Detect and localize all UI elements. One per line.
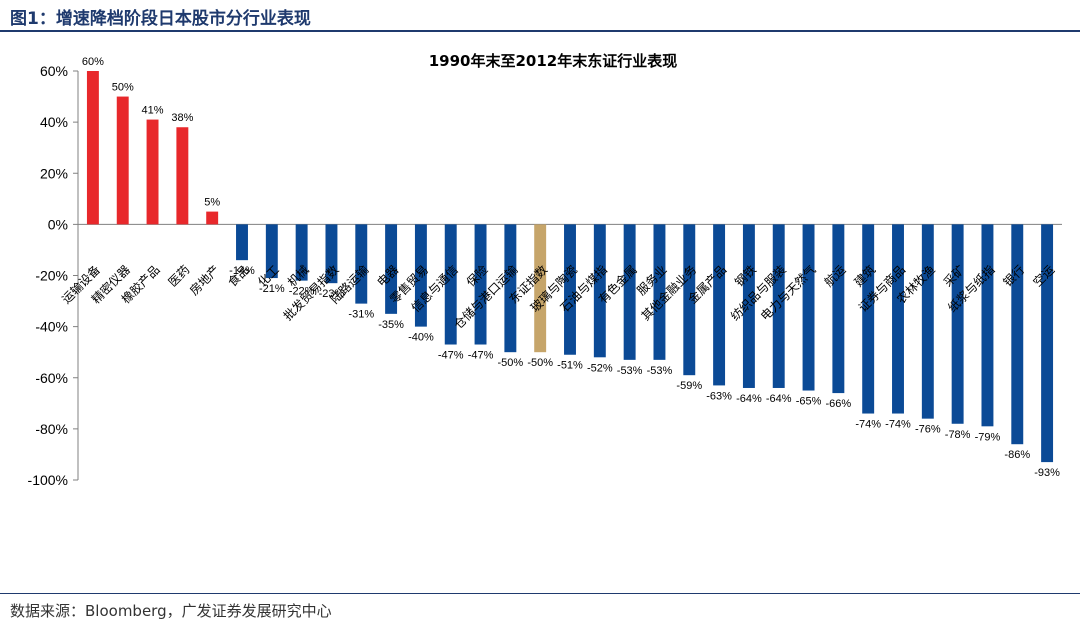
data-label: -86%	[1004, 449, 1030, 461]
bar	[593, 224, 606, 358]
data-label: -66%	[826, 398, 852, 410]
bar	[116, 96, 129, 225]
data-label: -14%	[229, 265, 255, 277]
data-label: -31%	[348, 309, 374, 321]
data-label: -51%	[557, 360, 583, 372]
title-rule	[0, 30, 1080, 32]
bar	[951, 224, 964, 424]
source-rule	[0, 593, 1080, 594]
bar	[1011, 224, 1024, 445]
data-label: -65%	[796, 396, 822, 408]
bar	[86, 71, 99, 225]
y-tick-label: -60%	[35, 370, 68, 386]
bar	[742, 224, 755, 388]
bar	[504, 224, 517, 353]
data-label: -35%	[378, 319, 404, 331]
bar	[236, 224, 248, 261]
data-label: -53%	[617, 365, 643, 377]
y-tick-label: 20%	[40, 165, 68, 181]
figure-title: 图1：增速降档阶段日本股市分行业表现	[10, 9, 311, 29]
bar	[355, 224, 368, 304]
bar	[713, 224, 726, 386]
bar	[176, 127, 189, 225]
bar	[623, 224, 636, 360]
bar	[832, 224, 845, 394]
y-tick-label: 60%	[40, 63, 68, 79]
data-label: 38%	[171, 112, 193, 124]
data-label: 50%	[112, 82, 134, 94]
y-tick-label: -100%	[28, 472, 68, 488]
data-label: -64%	[766, 393, 792, 405]
bar	[534, 224, 547, 353]
data-label: -93%	[1034, 467, 1060, 479]
data-label: -74%	[855, 419, 881, 431]
source-note: 数据来源：Bloomberg，广发证券发展研究中心	[10, 602, 332, 620]
data-label: -23%	[319, 288, 345, 300]
bar	[325, 224, 338, 284]
bar	[265, 224, 278, 279]
category-label: 房地产	[186, 262, 222, 298]
bar	[444, 224, 457, 345]
bar	[981, 224, 994, 427]
bar	[862, 224, 875, 414]
data-label: -22%	[289, 286, 315, 298]
data-label: -40%	[408, 332, 434, 344]
data-label: 41%	[142, 105, 164, 117]
data-label: -53%	[647, 365, 673, 377]
data-label: -21%	[259, 283, 285, 295]
data-label: -79%	[975, 431, 1001, 443]
chart-title: 1990年末至2012年末东证行业表现	[429, 52, 678, 70]
y-tick-label: -20%	[35, 268, 68, 284]
bar	[146, 119, 159, 225]
bar	[385, 224, 398, 314]
y-tick-label: 40%	[40, 114, 68, 130]
data-label: -47%	[468, 350, 494, 362]
bar-chart: 1990年末至2012年末东证行业表现 60%40%20%0%-20%-40%-…	[28, 52, 1062, 488]
data-label: -64%	[736, 393, 762, 405]
bar	[772, 224, 785, 388]
category-label: 空运	[1030, 263, 1057, 290]
data-label: -59%	[676, 380, 702, 392]
y-tick-label: 0%	[48, 216, 68, 232]
category-label: 银行	[1001, 263, 1028, 290]
bar	[683, 224, 696, 376]
y-tick-label: -80%	[35, 421, 68, 437]
bar	[921, 224, 934, 419]
bar	[206, 211, 219, 225]
bar	[564, 224, 576, 355]
data-label: -50%	[498, 357, 524, 369]
bar	[653, 224, 666, 360]
bars	[86, 71, 1054, 463]
bar	[892, 224, 904, 414]
bar	[474, 224, 487, 345]
data-label: -63%	[706, 390, 732, 402]
bar	[414, 224, 427, 327]
data-labels: 60% 50% 41% 38% 5% -14% -21% -22% -23%-31% -35% -4…	[82, 56, 1060, 479]
data-label: -50%	[527, 357, 553, 369]
bar	[802, 224, 815, 391]
data-label: -47%	[438, 350, 464, 362]
data-label: -78%	[945, 429, 971, 441]
bar	[1041, 224, 1054, 463]
bar	[295, 224, 308, 281]
y-tick-label: -40%	[35, 319, 68, 335]
data-label: 5%	[204, 197, 220, 209]
data-label: -74%	[885, 419, 911, 431]
data-label: -76%	[915, 424, 941, 436]
data-label: 60%	[82, 56, 104, 68]
data-label: -52%	[587, 362, 613, 374]
category-label: 航运	[821, 262, 849, 290]
